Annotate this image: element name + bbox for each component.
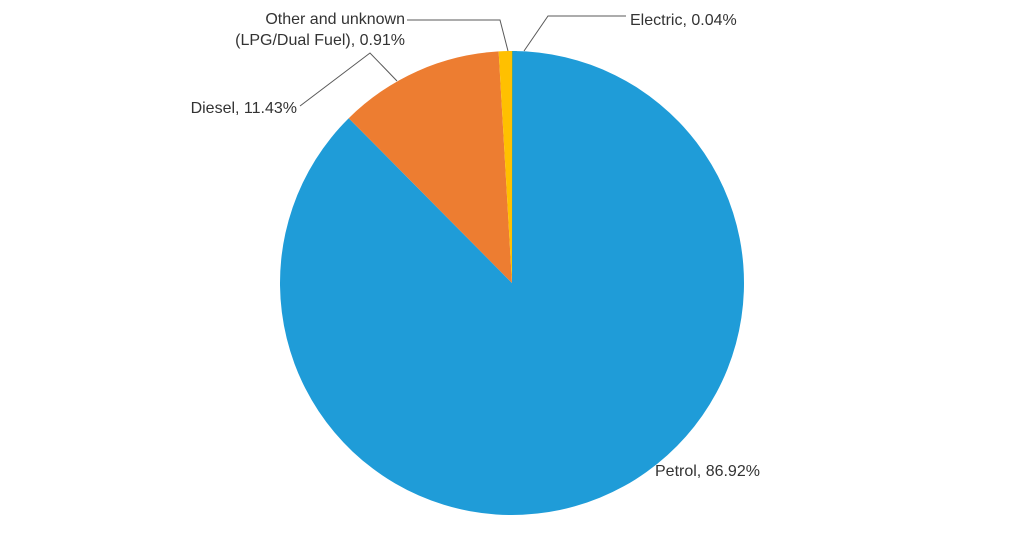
slice-label-electric: Electric, 0.04% xyxy=(630,11,830,32)
slice-label-other: Other and unknown(LPG/Dual Fuel), 0.91% xyxy=(185,10,405,52)
leader-other xyxy=(407,20,508,51)
pie-chart-container: Electric, 0.04% Petrol, 86.92% Diesel, 1… xyxy=(0,0,1024,536)
slice-label-diesel: Diesel, 11.43% xyxy=(157,99,297,120)
pie-chart-svg xyxy=(0,0,1024,536)
leader-electric xyxy=(524,16,626,51)
slice-label-petrol: Petrol, 86.92% xyxy=(655,462,855,483)
